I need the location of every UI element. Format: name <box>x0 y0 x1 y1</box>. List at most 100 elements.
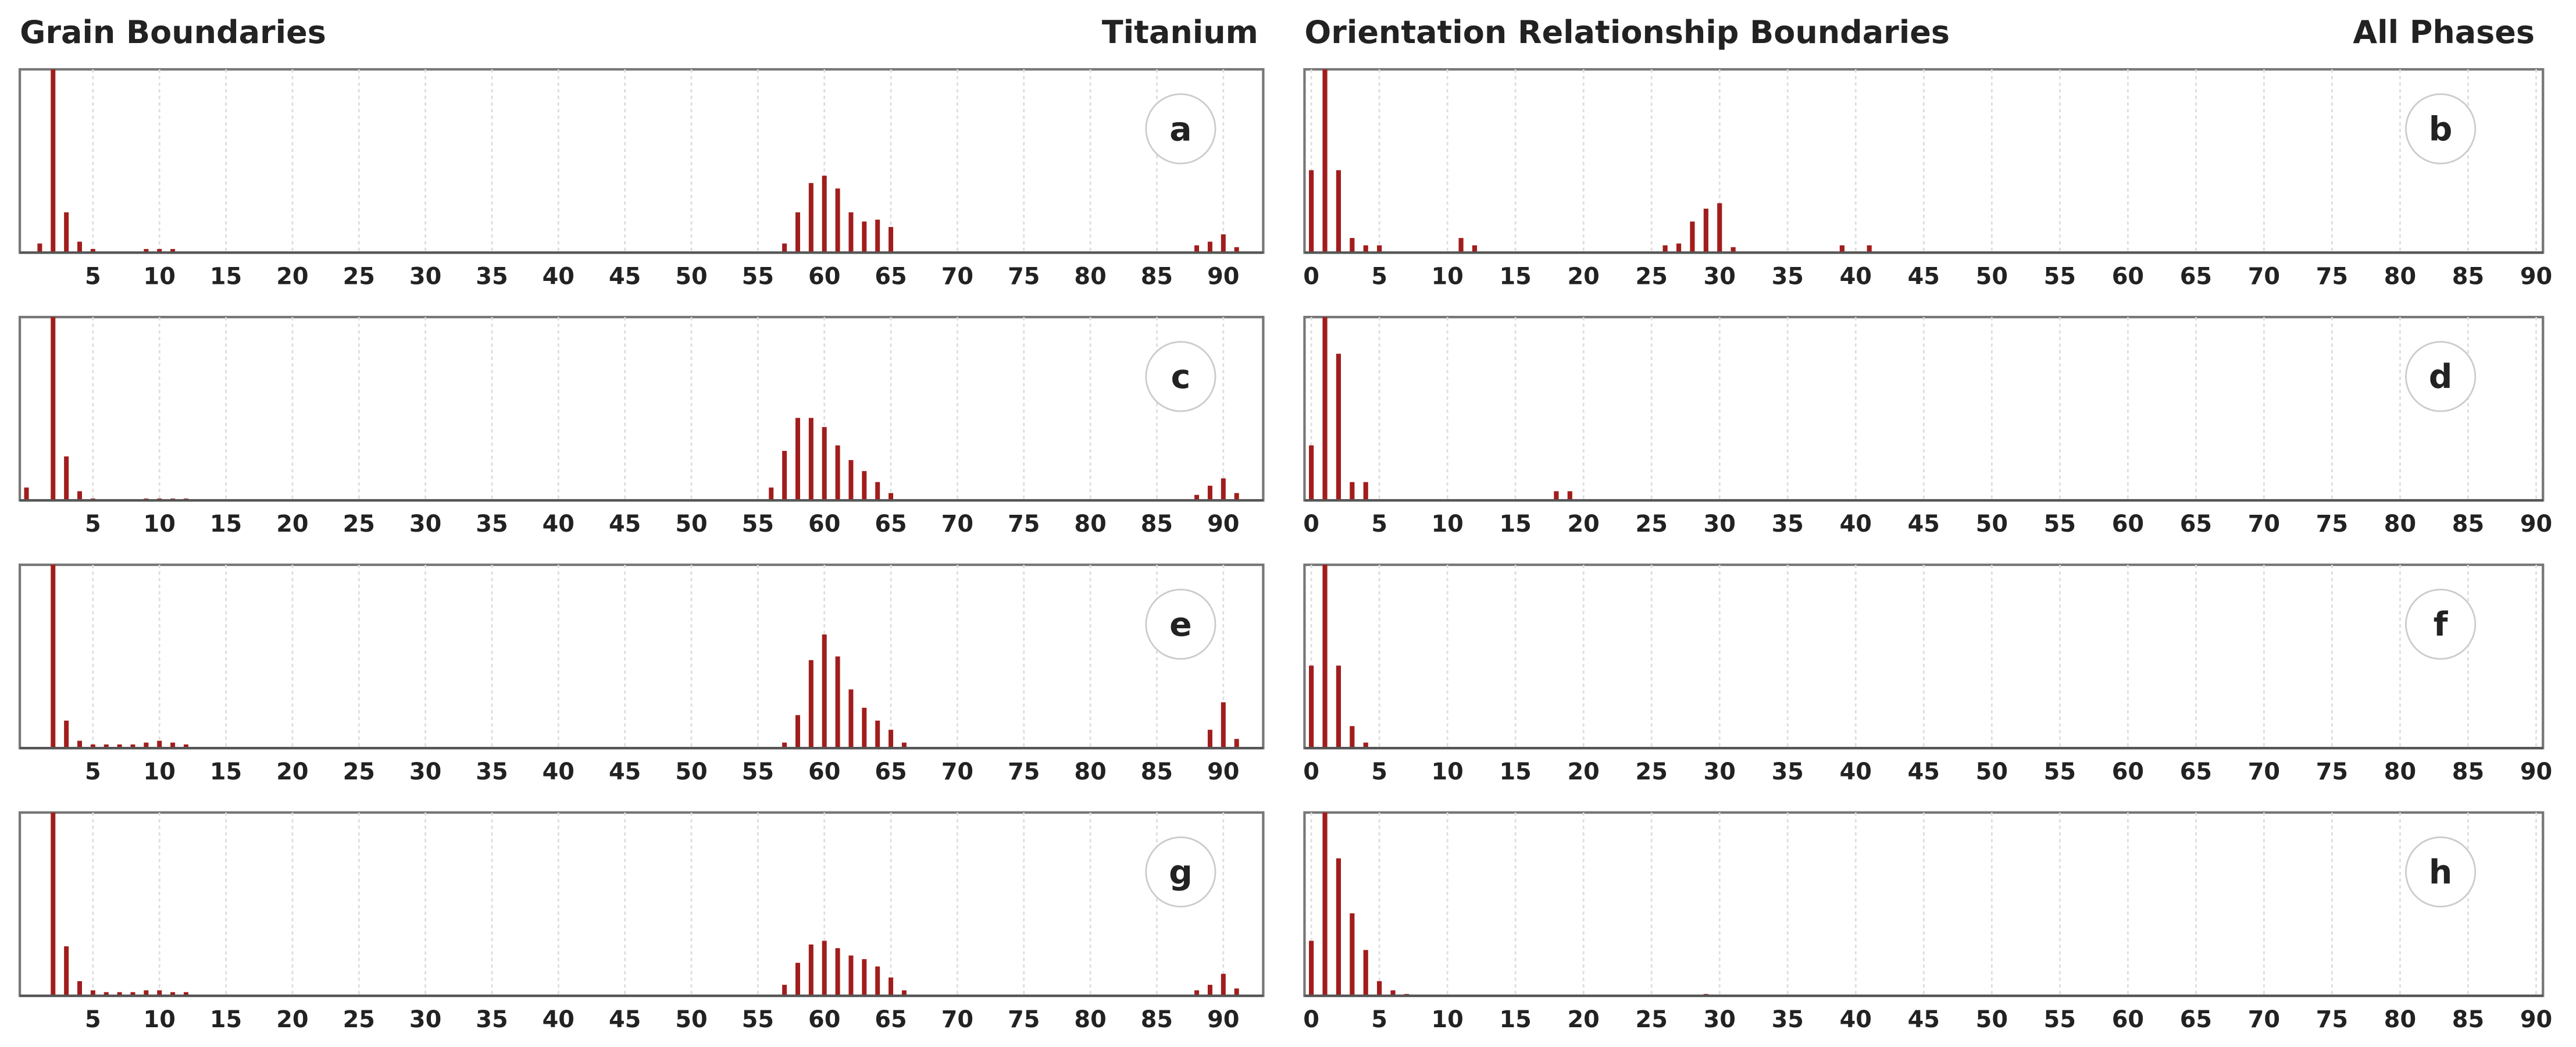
x-tick-label: 40 <box>543 758 575 785</box>
x-tick-label: 0 <box>1303 758 1319 785</box>
x-tick-label: 85 <box>1141 1006 1173 1033</box>
x-tick-label: 15 <box>1499 1006 1531 1033</box>
header-title: Grain Boundaries <box>20 14 326 51</box>
panel: 5 10 15 20 25 30 35 40 45 50 55 60 65 70 75 80 85 90 e <box>18 563 1265 785</box>
x-tick-label: 35 <box>1772 1006 1804 1033</box>
panel-frame <box>18 811 1265 998</box>
bar <box>1309 941 1314 996</box>
x-tick-label: 25 <box>343 263 375 290</box>
bar <box>822 634 827 749</box>
bar <box>889 977 894 996</box>
bar <box>835 445 840 501</box>
panel-label: a <box>1169 110 1191 148</box>
x-tick-label: 65 <box>2180 263 2212 290</box>
x-tick-label: 70 <box>941 511 973 537</box>
bar <box>1363 742 1368 749</box>
bar <box>1336 858 1341 996</box>
panel-label-circle <box>1145 836 1216 908</box>
x-tick-label: 55 <box>2044 511 2076 537</box>
x-tick-label: 20 <box>1568 758 1600 785</box>
panel: 5 10 15 20 25 30 35 40 45 50 55 60 65 70 75 80 85 90 a <box>18 68 1265 290</box>
bar <box>1676 243 1682 253</box>
bar <box>1336 665 1341 749</box>
x-tick-label: 50 <box>1976 1006 2008 1033</box>
bar <box>1234 739 1239 749</box>
bar <box>1350 726 1355 749</box>
x-tick-label: 35 <box>476 263 508 290</box>
x-tick-label: 75 <box>2316 1006 2348 1033</box>
bar <box>822 941 827 996</box>
panel-label: c <box>1171 358 1191 396</box>
panel-label: h <box>2429 853 2452 892</box>
bar <box>157 990 162 996</box>
x-tick-label: 5 <box>1371 758 1387 785</box>
bar <box>144 742 149 749</box>
bar <box>170 992 176 996</box>
x-tick-label: 35 <box>1772 758 1804 785</box>
x-tick-label: 15 <box>1499 511 1531 537</box>
x-tick-label: 70 <box>941 1006 973 1033</box>
x-tick-label: 30 <box>1704 1006 1736 1033</box>
bar <box>808 418 814 501</box>
x-tick-label: 50 <box>1976 263 2008 290</box>
x-tick-label: 75 <box>1008 511 1040 537</box>
panel-label-circle <box>1145 93 1216 165</box>
bar <box>130 992 135 996</box>
bar <box>1377 981 1382 996</box>
bar <box>1554 491 1559 501</box>
x-tick-label: 35 <box>1772 511 1804 537</box>
x-tick-label: 70 <box>2248 511 2280 537</box>
x-tick-label: 85 <box>1141 758 1173 785</box>
x-tick-label: 5 <box>1371 263 1387 290</box>
bar <box>1207 985 1212 996</box>
x-tick-label: 45 <box>1908 263 1940 290</box>
x-tick-label: 10 <box>144 511 176 537</box>
x-tick-label: 65 <box>875 263 907 290</box>
x-tick-label: 25 <box>1636 758 1668 785</box>
x-tick-label: 25 <box>343 1006 375 1033</box>
panel-label-circle <box>2405 341 2477 412</box>
bar <box>901 990 907 996</box>
bar <box>875 482 880 501</box>
bar <box>822 176 827 253</box>
bar <box>1350 913 1355 996</box>
panel: 0 5 10 15 20 25 30 35 40 45 50 55 60 65 70 75 80 85 90 h <box>1303 811 2552 1033</box>
panel: 0 5 10 15 20 25 30 35 40 45 50 55 60 65 70 75 80 85 90 f <box>1303 563 2552 785</box>
bar <box>782 742 787 749</box>
x-tick-label: 55 <box>2044 263 2076 290</box>
x-tick-label: 65 <box>2180 1006 2212 1033</box>
x-tick-label: 20 <box>276 263 308 290</box>
panel: 5 10 15 20 25 30 35 40 45 50 55 60 65 70 75 80 85 90 g <box>18 811 1265 1033</box>
x-tick-label: 25 <box>1636 511 1668 537</box>
panel: 0 5 10 15 20 25 30 35 40 45 50 55 60 65 70 75 80 85 90 d <box>1303 315 2552 537</box>
x-tick-label: 75 <box>1008 758 1040 785</box>
x-tick-label: 5 <box>85 511 101 537</box>
x-tick-label: 75 <box>2316 263 2348 290</box>
x-tick-label: 60 <box>808 511 840 537</box>
x-tick-label: 55 <box>2044 758 2076 785</box>
bar <box>157 740 162 749</box>
bar <box>77 981 82 996</box>
bar <box>795 963 800 996</box>
x-tick-label: 40 <box>1840 758 1872 785</box>
x-tick-label: 90 <box>2520 1006 2552 1033</box>
x-tick-label: 40 <box>1840 511 1872 537</box>
x-tick-label: 45 <box>609 511 641 537</box>
x-tick-label: 20 <box>1568 263 1600 290</box>
x-tick-label: 35 <box>476 758 508 785</box>
bar <box>1221 478 1226 501</box>
bar <box>170 742 176 749</box>
x-tick-label: 65 <box>875 1006 907 1033</box>
bar <box>1309 170 1314 253</box>
x-tick-label: 65 <box>2180 758 2212 785</box>
bar <box>862 471 867 501</box>
x-tick-label: 55 <box>2044 1006 2076 1033</box>
x-tick-label: 80 <box>1074 758 1106 785</box>
x-tick-label: 45 <box>609 1006 641 1033</box>
x-tick-label: 10 <box>1431 1006 1463 1033</box>
x-tick-label: 75 <box>1008 1006 1040 1033</box>
bar <box>848 689 854 749</box>
panel-label: b <box>2429 110 2453 148</box>
bar <box>90 744 95 749</box>
bar <box>104 744 109 749</box>
